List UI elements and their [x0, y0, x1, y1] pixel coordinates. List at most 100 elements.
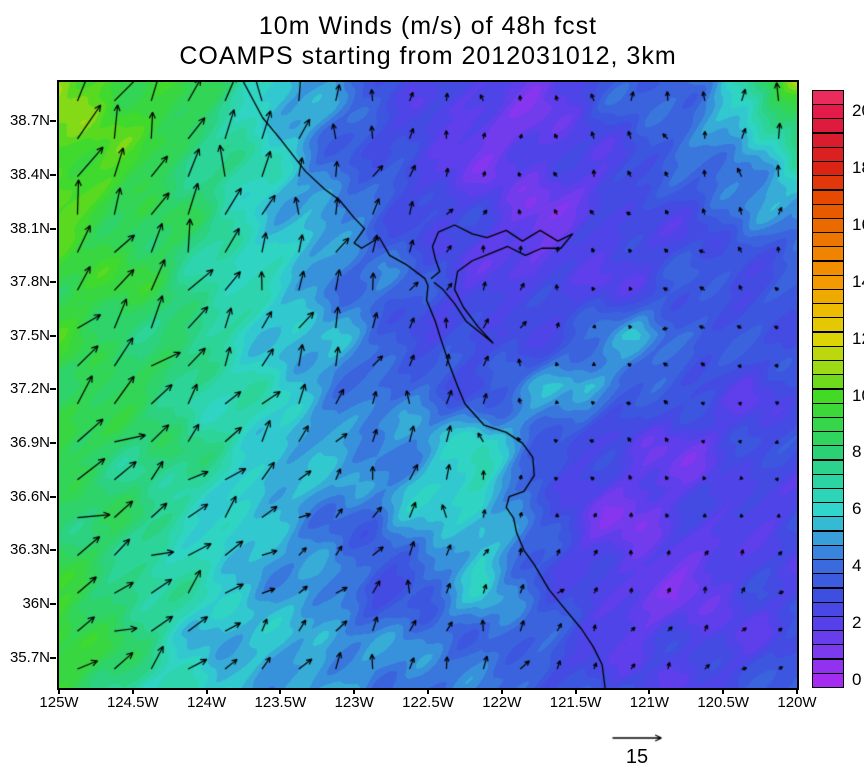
colorbar-tick-label: 6 — [852, 499, 862, 519]
x-tick-mark — [279, 688, 282, 694]
y-tick-label: 36.9N — [9, 434, 50, 452]
colorbar-segment — [812, 218, 844, 233]
colorbar-segment — [812, 261, 844, 276]
y-tick-mark — [50, 227, 56, 230]
colorbar-segment — [812, 232, 844, 247]
colorbar-segment — [812, 317, 844, 332]
x-tick-label: 120.5W — [697, 694, 750, 711]
x-tick-mark — [58, 688, 60, 694]
colorbar-segment — [812, 161, 844, 176]
colorbar-segment — [812, 104, 844, 119]
x-tick-mark — [574, 688, 577, 694]
wind-speed-colorbar — [812, 90, 846, 688]
x-tick-label: 121.5W — [549, 694, 602, 711]
colorbar-segment — [812, 616, 844, 631]
colorbar-segment — [812, 147, 844, 162]
colorbar-segment — [812, 431, 844, 446]
y-tick-label: 35.7N — [9, 648, 50, 666]
x-tick-mark — [722, 688, 725, 694]
colorbar-segment — [812, 389, 844, 404]
chart-subtitle: COAMPS starting from 2012031012, 3km — [179, 42, 677, 70]
colorbar-segment — [812, 303, 844, 318]
colorbar-segment — [812, 175, 844, 190]
x-tick-mark — [796, 688, 798, 694]
x-tick-label: 124.5W — [106, 694, 159, 711]
colorbar-segment — [812, 275, 844, 290]
colorbar-tick-label: 8 — [852, 442, 862, 462]
y-tick-label: 36.3N — [9, 541, 50, 559]
x-tick-mark — [427, 688, 429, 694]
x-tick-label: 121W — [629, 694, 669, 711]
colorbar-segment — [812, 417, 844, 432]
y-tick-mark — [50, 549, 56, 552]
colorbar-segment — [812, 133, 844, 148]
y-tick-label: 38.7N — [9, 112, 50, 130]
y-tick-label: 37.2N — [9, 380, 50, 398]
x-tick-label: 123.5W — [254, 694, 307, 711]
colorbar-segment — [812, 673, 844, 688]
y-tick-label: 38.1N — [9, 219, 50, 237]
colorbar-segment — [812, 445, 844, 460]
colorbar-segment — [812, 190, 844, 205]
colorbar-tick-label: 16 — [852, 215, 864, 235]
colorbar-segment — [812, 346, 844, 361]
x-tick-label: 122W — [482, 694, 522, 711]
colorbar-segment — [812, 545, 844, 560]
colorbar-tick-label: 10 — [852, 385, 864, 405]
colorbar-segment — [812, 332, 844, 347]
x-tick-mark — [353, 688, 356, 694]
y-tick-label: 36N — [22, 594, 50, 612]
colorbar-tick-label: 12 — [852, 328, 864, 348]
colorbar-segment — [812, 644, 844, 659]
colorbar-segment — [812, 360, 844, 375]
colorbar-segment — [812, 403, 844, 418]
y-tick-mark — [50, 173, 56, 176]
y-tick-label: 38.4N — [9, 165, 50, 183]
y-tick-mark — [50, 388, 56, 391]
y-tick-mark — [50, 120, 56, 123]
y-tick-mark — [50, 334, 56, 337]
x-tick-mark — [205, 688, 208, 694]
y-tick-mark — [50, 281, 56, 284]
colorbar-tick-label: 14 — [852, 271, 864, 291]
y-tick-mark — [50, 442, 56, 445]
colorbar-segment — [812, 488, 844, 503]
x-tick-label: 125W — [39, 694, 79, 711]
y-tick-mark — [50, 495, 56, 498]
y-tick-label: 37.5N — [9, 326, 50, 344]
x-tick-label: 120W — [777, 694, 817, 711]
colorbar-segment — [812, 460, 844, 475]
colorbar-segment — [812, 204, 844, 219]
colorbar-segment — [812, 602, 844, 617]
x-tick-mark — [500, 688, 503, 694]
colorbar-segment — [812, 118, 844, 133]
colorbar-segment — [812, 630, 844, 645]
colorbar-segment — [812, 573, 844, 588]
colorbar-tick-label: 0 — [852, 669, 862, 689]
reference-vector-label: 15 — [625, 746, 649, 768]
colorbar-segment — [812, 474, 844, 489]
colorbar-segment — [812, 531, 844, 546]
x-tick-mark — [131, 688, 134, 694]
colorbar-tick-label: 18 — [852, 158, 864, 178]
reference-vector-arrow — [602, 730, 672, 746]
x-tick-label: 122.5W — [402, 694, 454, 711]
wind-map-canvas — [59, 82, 797, 688]
colorbar-segment — [812, 559, 844, 574]
y-tick-label: 36.6N — [9, 487, 50, 505]
colorbar-segment — [812, 374, 844, 389]
colorbar-segment — [812, 659, 844, 674]
x-tick-mark — [648, 688, 651, 694]
colorbar-tick-label: 4 — [852, 556, 862, 576]
x-tick-label: 123W — [334, 694, 374, 711]
colorbar-segment — [812, 289, 844, 304]
colorbar-segment — [812, 516, 844, 531]
colorbar-segment — [812, 90, 844, 105]
y-tick-label: 37.8N — [9, 273, 50, 291]
y-tick-mark — [50, 656, 56, 659]
colorbar-tick-label: 2 — [852, 613, 862, 633]
y-tick-mark — [50, 602, 56, 605]
colorbar-segment — [812, 246, 844, 261]
colorbar-tick-label: 20 — [852, 101, 864, 121]
chart-title: 10m Winds (m/s) of 48h fcst — [258, 12, 598, 40]
